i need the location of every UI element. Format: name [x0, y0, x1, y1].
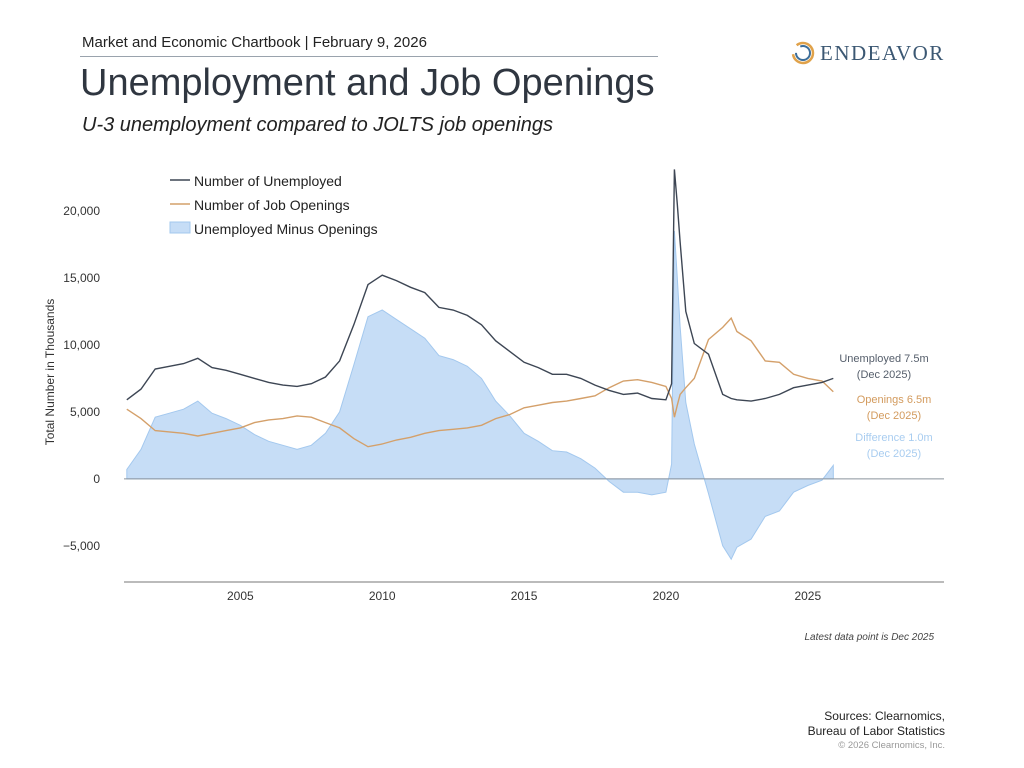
x-tick-label: 2025 — [794, 589, 821, 603]
endeavor-logo: ENDEAVOR — [790, 40, 945, 66]
sources-line-2: Bureau of Labor Statistics — [807, 724, 945, 738]
sources: Sources: Clearnomics, Bureau of Labor St… — [700, 709, 945, 739]
annotation-difference-date: (Dec 2025) — [867, 448, 921, 460]
y-tick-label: 5,000 — [70, 405, 100, 419]
page-subtitle: U-3 unemployment compared to JOLTS job o… — [82, 114, 553, 136]
legend-unemployed: Number of Unemployed — [194, 173, 342, 189]
series-openings-line — [126, 316, 834, 448]
y-tick-label: 10,000 — [63, 338, 100, 352]
annotation-unemployed-date: (Dec 2025) — [857, 369, 911, 381]
y-tick-label: −5,000 — [63, 539, 100, 553]
x-axis-ticks: 2005 2010 2015 2020 2025 — [227, 589, 821, 603]
logo-text: ENDEAVOR — [820, 40, 945, 65]
y-tick-label: 20,000 — [63, 204, 100, 218]
x-tick-label: 2005 — [227, 589, 254, 603]
annotation-openings-date: (Dec 2025) — [867, 410, 921, 422]
legend-swatch-difference — [169, 221, 191, 234]
end-annotations: Unemployed 7.5m (Dec 2025) Openings 6.5m… — [839, 353, 932, 460]
y-tick-label: 0 — [93, 472, 100, 486]
annotation-difference: Difference 1.0m — [855, 432, 932, 444]
latest-data-note: Latest data point is Dec 2025 — [804, 632, 934, 643]
y-axis-label: Total Number in Thousands — [43, 299, 57, 446]
x-tick-label: 2010 — [369, 589, 396, 603]
chartbook-kicker: Market and Economic Chartbook | February… — [82, 34, 427, 51]
x-tick-label: 2020 — [653, 589, 680, 603]
legend: Number of Unemployed Number of Job Openi… — [169, 173, 378, 237]
page-title: Unemployment and Job Openings — [80, 62, 655, 104]
legend-openings: Number of Job Openings — [194, 197, 350, 213]
copyright: © 2026 Clearnomics, Inc. — [838, 740, 945, 751]
series-difference-area — [126, 230, 834, 561]
header-divider — [80, 56, 658, 57]
legend-difference: Unemployed Minus Openings — [194, 221, 378, 237]
y-tick-label: 15,000 — [63, 271, 100, 285]
x-tick-label: 2015 — [511, 589, 538, 603]
series-unemployed-line — [126, 169, 834, 402]
annotation-unemployed: Unemployed 7.5m — [839, 353, 928, 365]
swirl-logo-icon — [791, 41, 815, 65]
annotation-openings: Openings 6.5m — [857, 394, 932, 406]
sources-line-1: Sources: Clearnomics, — [824, 709, 945, 723]
y-axis-ticks: −5,000 0 5,000 10,000 15,000 20,000 — [63, 204, 100, 553]
